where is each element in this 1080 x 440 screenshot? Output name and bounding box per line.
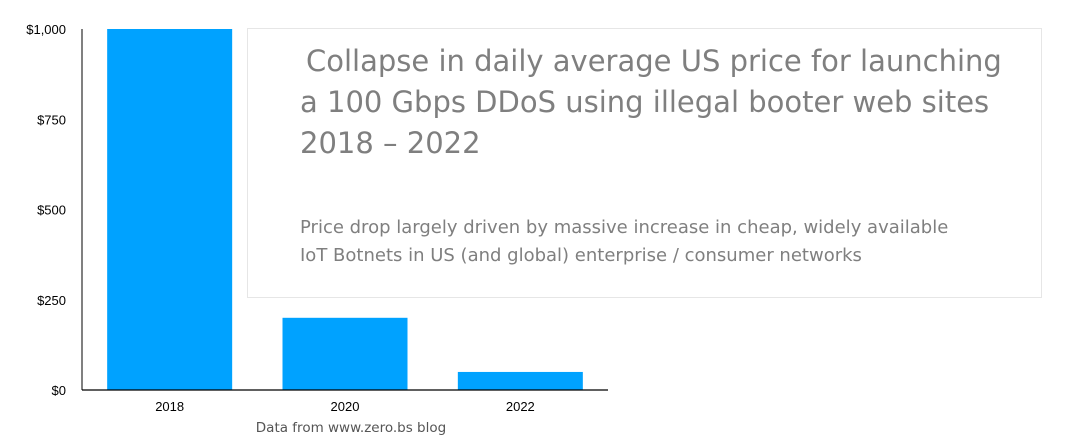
chart-title-line-1: Collapse in daily average US price for l… [306,44,1002,78]
chart-title-line-3: 2018 – 2022 [300,126,481,160]
chart-subtitle: Price drop largely driven by massive inc… [300,214,1035,270]
x-tick-label-2020: 2020 [331,399,360,414]
y-tick-label-250: $250 [37,293,66,308]
y-tick-label-0: $0 [52,383,66,398]
y-tick-label-500: $500 [37,203,66,218]
x-tick-label-2018: 2018 [155,399,184,414]
x-tick-label-2022: 2022 [506,399,535,414]
source-note: Data from www.zero.bs blog [256,420,446,436]
chart-subtitle-line-1: Price drop largely driven by massive inc… [300,217,949,238]
bar-2022 [457,371,583,390]
chart-title-line-2: a 100 Gbps DDoS using illegal booter web… [300,85,990,119]
y-tick-label-1000: $1,000 [26,22,66,37]
y-axis: $0 $250 $500 $750 $1,000 [26,22,66,398]
bar-2018 [107,29,233,390]
bar-2020 [282,317,408,390]
bars [107,29,583,390]
chart-subtitle-line-2: IoT Botnets in US (and global) enterpris… [300,245,862,266]
y-tick-label-750: $750 [37,112,66,127]
x-axis: 2018 2020 2022 [155,399,535,414]
annotation-box: Collapse in daily average US price for l… [247,28,1042,298]
chart-title: Collapse in daily average US price for l… [300,41,1035,164]
